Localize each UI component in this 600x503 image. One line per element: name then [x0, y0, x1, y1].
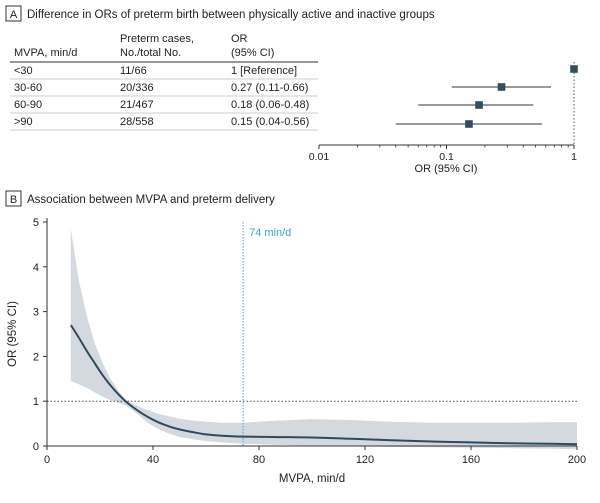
- col-header-cases-2: No./total No.: [120, 47, 181, 59]
- y-tick-label: 5: [33, 217, 39, 229]
- x-tick-label: 80: [253, 454, 265, 466]
- row-cases: 28/558: [120, 116, 154, 128]
- x-tick-label: 200: [568, 454, 586, 466]
- confidence-band: [70, 228, 578, 450]
- row-or: 0.15 (0.04-0.56): [231, 116, 309, 128]
- x-axis-label: MVPA, min/d: [279, 473, 345, 485]
- panel-a-letter: A: [10, 9, 18, 21]
- x-tick-label: 40: [147, 454, 159, 466]
- panel-b-letter: B: [10, 194, 17, 206]
- panel-a-letter-box: [5, 5, 22, 22]
- table-row: <30 11/66 1 [Reference]: [10, 65, 318, 80]
- row-cases: 21/467: [120, 99, 154, 111]
- y-tick-label: 0: [33, 441, 39, 453]
- col-header-cases-1: Preterm cases,: [120, 33, 194, 45]
- row-mvpa: <30: [14, 65, 33, 77]
- col-header-mvpa: MVPA, min/d: [14, 47, 77, 59]
- forest-x-tick-label: 1: [571, 151, 577, 163]
- forest-axis-label: OR (95% CI): [415, 163, 478, 175]
- row-cases: 11/66: [120, 65, 147, 77]
- forest-plot: 0.01 0.1 1: [309, 62, 578, 163]
- y-tick-label: 2: [33, 351, 39, 363]
- row-mvpa: >90: [14, 116, 33, 128]
- panel-b-title: Association between MVPA and preterm del…: [27, 194, 275, 206]
- row-mvpa: 30-60: [14, 82, 42, 94]
- or-marker: [465, 120, 473, 128]
- col-header-or-2: (95% CI): [231, 47, 274, 59]
- forest-x-tick-label: 0.01: [309, 151, 330, 163]
- col-header-or-1: OR: [231, 33, 248, 45]
- panel-a: A Difference in ORs of preterm birth bet…: [5, 5, 578, 175]
- table-row: 60-90 21/467 0.18 (0.06-0.48): [10, 99, 318, 114]
- table-row: >90 28/558 0.15 (0.04-0.56): [10, 116, 318, 131]
- forest-x-tick-label: 0.1: [439, 151, 454, 163]
- row-or: 1 [Reference]: [231, 65, 297, 77]
- threshold-label: 74 min/d: [249, 227, 291, 239]
- or-marker: [475, 101, 483, 109]
- panel-b: B Association between MVPA and preterm d…: [5, 190, 586, 485]
- y-tick-label: 1: [33, 396, 39, 408]
- row-cases: 20/336: [120, 82, 154, 94]
- x-tick-label: 0: [44, 454, 50, 466]
- spline-plot: 74 min/d 0 1 2 3 4 5 0 40 80 120 160 200 MVPA, min/d O…: [7, 217, 586, 485]
- row-or: 0.18 (0.06-0.48): [231, 99, 309, 111]
- y-tick-label: 3: [33, 307, 39, 319]
- x-tick-label: 120: [356, 454, 374, 466]
- panel-b-letter-box: [5, 190, 22, 207]
- y-axis-label: OR (95% CI): [7, 301, 19, 367]
- or-marker: [497, 83, 506, 91]
- y-tick-label: 4: [33, 262, 39, 274]
- table-row: 30-60 20/336 0.27 (0.11-0.66): [10, 82, 318, 97]
- panel-a-title: Difference in ORs of preterm birth betwe…: [27, 9, 435, 21]
- or-curve: [69, 324, 578, 446]
- row-mvpa: 60-90: [14, 99, 42, 111]
- row-or: 0.27 (0.11-0.66): [231, 82, 308, 94]
- or-marker: [570, 65, 578, 73]
- x-tick-label: 160: [462, 454, 480, 466]
